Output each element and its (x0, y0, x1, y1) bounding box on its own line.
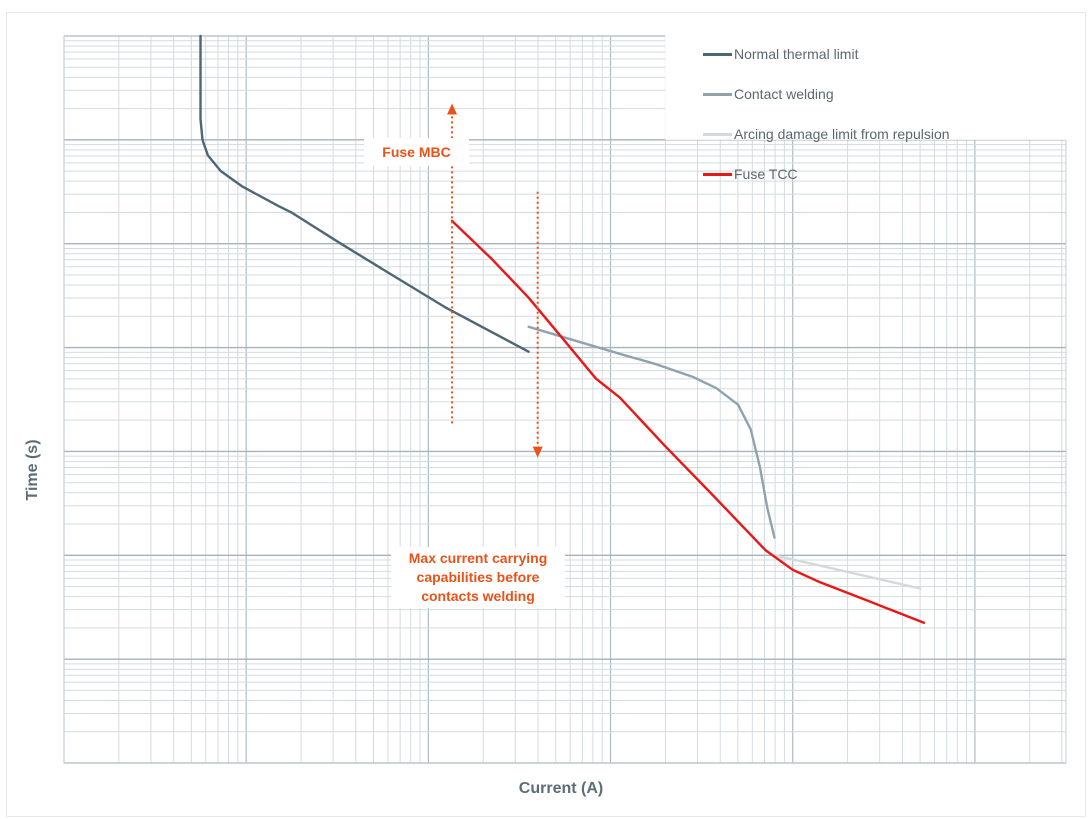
plot-area (64, 36, 1066, 763)
annotation-welding-line-3: contacts welding (421, 588, 535, 604)
annotation-fuse-mbc: Fuse MBC (364, 138, 469, 166)
legend-item-normal-thermal-limit: Normal thermal limit (703, 34, 1033, 74)
legend-item-arcing-damage: Arcing damage limit from repulsion (703, 114, 1033, 154)
series-layer (199, 34, 926, 624)
fuse-mbc-arrow-head (447, 103, 458, 115)
legend-swatch-contact-welding (703, 92, 732, 96)
legend-label-normal-thermal-limit: Normal thermal limit (734, 46, 859, 62)
welding-arrow-head (532, 446, 543, 458)
annotation-welding-line-1: Max current carrying (408, 550, 548, 566)
legend: Normal thermal limit Contact welding Arc… (703, 40, 1033, 194)
series-line-0 (199, 34, 530, 353)
plot-border (63, 35, 1067, 764)
x-axis-title: Current (A) (518, 780, 604, 797)
legend-backdrop (665, 34, 1068, 140)
legend-item-fuse-tcc: Fuse TCC (703, 154, 1033, 194)
legend-label-arcing-damage: Arcing damage limit from repulsion (734, 126, 950, 142)
annotation-welding-line-2: capabilities before (416, 569, 540, 585)
series-line-2 (773, 554, 922, 590)
legend-label-fuse-tcc: Fuse TCC (734, 166, 798, 182)
legend-label-contact-welding: Contact welding (734, 86, 834, 102)
legend-swatch-fuse-tcc (703, 172, 732, 176)
legend-item-contact-welding: Contact welding (703, 74, 1033, 114)
annotation-max-current-welding: Max current carrying capabilities before… (391, 547, 565, 608)
grid (63, 34, 1068, 764)
series-line-1 (527, 325, 776, 539)
legend-swatch-arcing-damage (703, 132, 732, 136)
legend-swatch-normal-thermal-limit (703, 52, 732, 56)
y-axis-title: Time (s) (24, 439, 41, 501)
series-line-3 (450, 219, 926, 624)
marker-layer (447, 103, 543, 458)
